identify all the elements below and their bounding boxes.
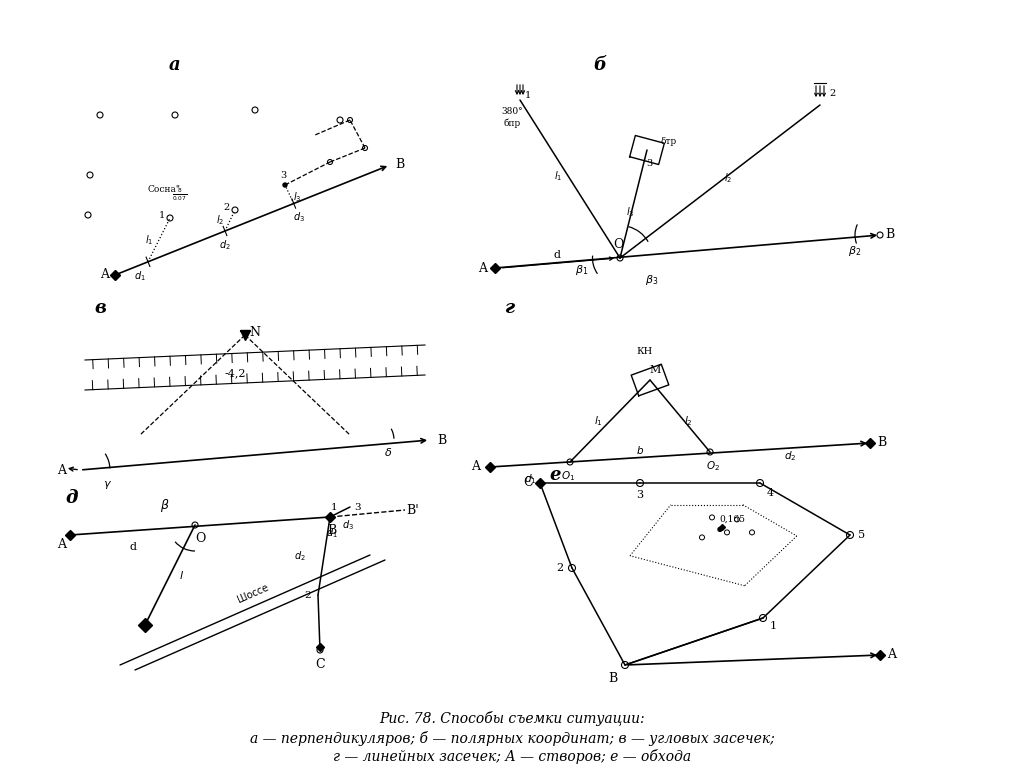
- Text: Сосна": Сосна": [148, 186, 181, 195]
- Text: $d_3$: $d_3$: [293, 211, 305, 225]
- Text: 2: 2: [828, 88, 836, 97]
- Text: $l_2$: $l_2$: [724, 172, 732, 186]
- Text: B': B': [407, 503, 420, 516]
- Text: 1: 1: [159, 212, 165, 220]
- Text: $l_2$: $l_2$: [216, 213, 224, 227]
- Text: $\gamma$: $\gamma$: [103, 479, 113, 491]
- Text: 4: 4: [766, 488, 773, 498]
- Text: 3: 3: [280, 170, 286, 179]
- Circle shape: [283, 183, 287, 187]
- Text: $O_1$: $O_1$: [561, 469, 575, 483]
- Text: $l$: $l$: [179, 569, 184, 581]
- Text: A: A: [471, 460, 480, 473]
- Text: а: а: [169, 56, 181, 74]
- Text: B: B: [437, 433, 446, 446]
- Text: $l_2$: $l_2$: [684, 414, 692, 428]
- Text: A: A: [57, 538, 67, 551]
- Text: $O_2$: $O_2$: [706, 459, 720, 473]
- Text: C: C: [315, 657, 325, 670]
- Text: B: B: [328, 524, 337, 536]
- Text: 1: 1: [331, 502, 337, 512]
- Text: Рис. 78. Способы съемки ситуации:: Рис. 78. Способы съемки ситуации:: [379, 710, 645, 726]
- Text: г — линейных засечек; А — створов; е — обхода: г — линейных засечек; А — створов; е — о…: [333, 749, 691, 763]
- Text: -4,2: -4,2: [224, 368, 246, 378]
- Text: $\frac{8}{0.07}$: $\frac{8}{0.07}$: [172, 187, 187, 203]
- Text: A: A: [57, 463, 67, 476]
- Text: d: d: [129, 542, 136, 552]
- Text: $\beta_1$: $\beta_1$: [575, 263, 589, 277]
- Text: $b$: $b$: [636, 444, 644, 456]
- Text: 2: 2: [224, 203, 230, 212]
- Text: 380°: 380°: [501, 107, 523, 117]
- Text: M: M: [649, 365, 660, 375]
- Text: $l_3$: $l_3$: [293, 190, 302, 204]
- Text: $\beta_2$: $\beta_2$: [848, 244, 861, 258]
- Text: $d_3$: $d_3$: [342, 518, 354, 532]
- Text: $\beta$: $\beta$: [160, 496, 170, 513]
- Text: $l_1$: $l_1$: [594, 414, 602, 428]
- Text: е: е: [549, 466, 561, 484]
- Text: $l_1$: $l_1$: [554, 169, 562, 183]
- Text: A: A: [478, 262, 487, 275]
- Text: $d_1$: $d_1$: [326, 526, 338, 540]
- Text: O: O: [195, 532, 205, 545]
- Text: 1: 1: [525, 91, 531, 100]
- Text: B: B: [395, 159, 404, 172]
- Text: d: d: [554, 250, 561, 260]
- Text: б: б: [594, 56, 606, 74]
- Text: бпр: бпр: [504, 118, 520, 128]
- Text: δтр: δтр: [660, 137, 677, 146]
- Text: Шоссе: Шоссе: [236, 582, 270, 605]
- Text: 3: 3: [637, 490, 643, 500]
- Text: 3: 3: [354, 502, 361, 512]
- Text: $l_3$: $l_3$: [627, 205, 635, 219]
- Circle shape: [718, 528, 722, 532]
- Text: 2: 2: [556, 563, 563, 573]
- Text: $d_2$: $d_2$: [783, 449, 797, 463]
- Text: 5: 5: [858, 530, 865, 540]
- Text: $d_1$: $d_1$: [134, 269, 145, 283]
- Text: 3: 3: [646, 160, 652, 169]
- Text: $d_1$: $d_1$: [523, 472, 537, 486]
- Text: C: C: [523, 476, 532, 489]
- Text: $\beta_3$: $\beta_3$: [645, 273, 658, 287]
- Text: B: B: [608, 671, 617, 684]
- Text: O: O: [612, 239, 624, 252]
- Text: B: B: [886, 229, 895, 242]
- Text: B: B: [878, 436, 887, 449]
- Text: $d_2$: $d_2$: [294, 549, 306, 563]
- Text: $l_1$: $l_1$: [144, 233, 154, 247]
- Text: 2: 2: [305, 591, 311, 600]
- Text: а — перпендикуляров; б — полярных координат; в — угловых засечек;: а — перпендикуляров; б — полярных коорди…: [250, 730, 774, 746]
- Text: г: г: [505, 299, 515, 317]
- Text: A: A: [888, 649, 896, 661]
- Text: КН: КН: [637, 347, 653, 357]
- Text: в: в: [94, 299, 105, 317]
- Text: 0,165: 0,165: [719, 515, 745, 524]
- Text: 1: 1: [769, 621, 776, 631]
- Text: $d_2$: $d_2$: [219, 238, 230, 252]
- Text: д: д: [66, 489, 78, 507]
- Text: A: A: [100, 268, 110, 281]
- Text: N: N: [250, 327, 260, 340]
- Text: $\delta$: $\delta$: [384, 446, 392, 458]
